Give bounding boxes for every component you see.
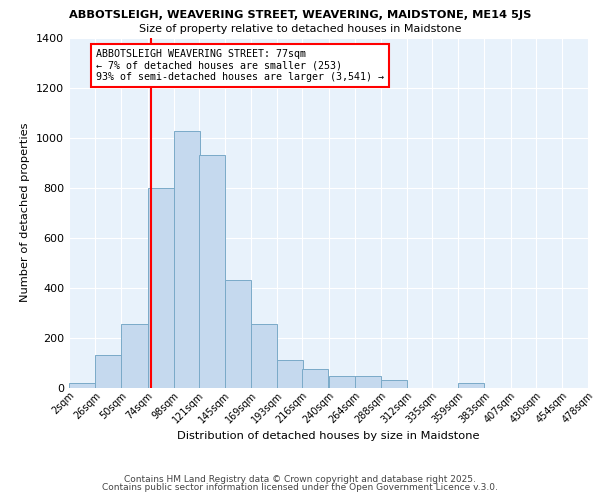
Bar [225,280,251,388]
X-axis label: Distribution of detached houses by size in Maidstone: Distribution of detached houses by size … [177,430,480,440]
Bar [329,376,355,388]
Bar [121,324,148,388]
Bar [355,376,381,388]
Bar [95,355,121,388]
Bar [458,382,484,388]
Bar [173,132,200,388]
Text: Contains HM Land Registry data © Crown copyright and database right 2025.: Contains HM Land Registry data © Crown c… [124,475,476,484]
Bar [277,360,304,388]
Bar [381,380,407,388]
Bar [302,369,329,388]
Bar [148,188,173,388]
Bar [199,155,225,388]
Text: Size of property relative to detached houses in Maidstone: Size of property relative to detached ho… [139,24,461,34]
Text: ABBOTSLEIGH WEAVERING STREET: 77sqm
← 7% of detached houses are smaller (253)
93: ABBOTSLEIGH WEAVERING STREET: 77sqm ← 7%… [96,49,384,82]
Bar [251,324,277,388]
Y-axis label: Number of detached properties: Number of detached properties [20,122,31,302]
Bar [69,382,95,388]
Text: ABBOTSLEIGH, WEAVERING STREET, WEAVERING, MAIDSTONE, ME14 5JS: ABBOTSLEIGH, WEAVERING STREET, WEAVERING… [69,10,531,20]
Text: Contains public sector information licensed under the Open Government Licence v.: Contains public sector information licen… [102,483,498,492]
